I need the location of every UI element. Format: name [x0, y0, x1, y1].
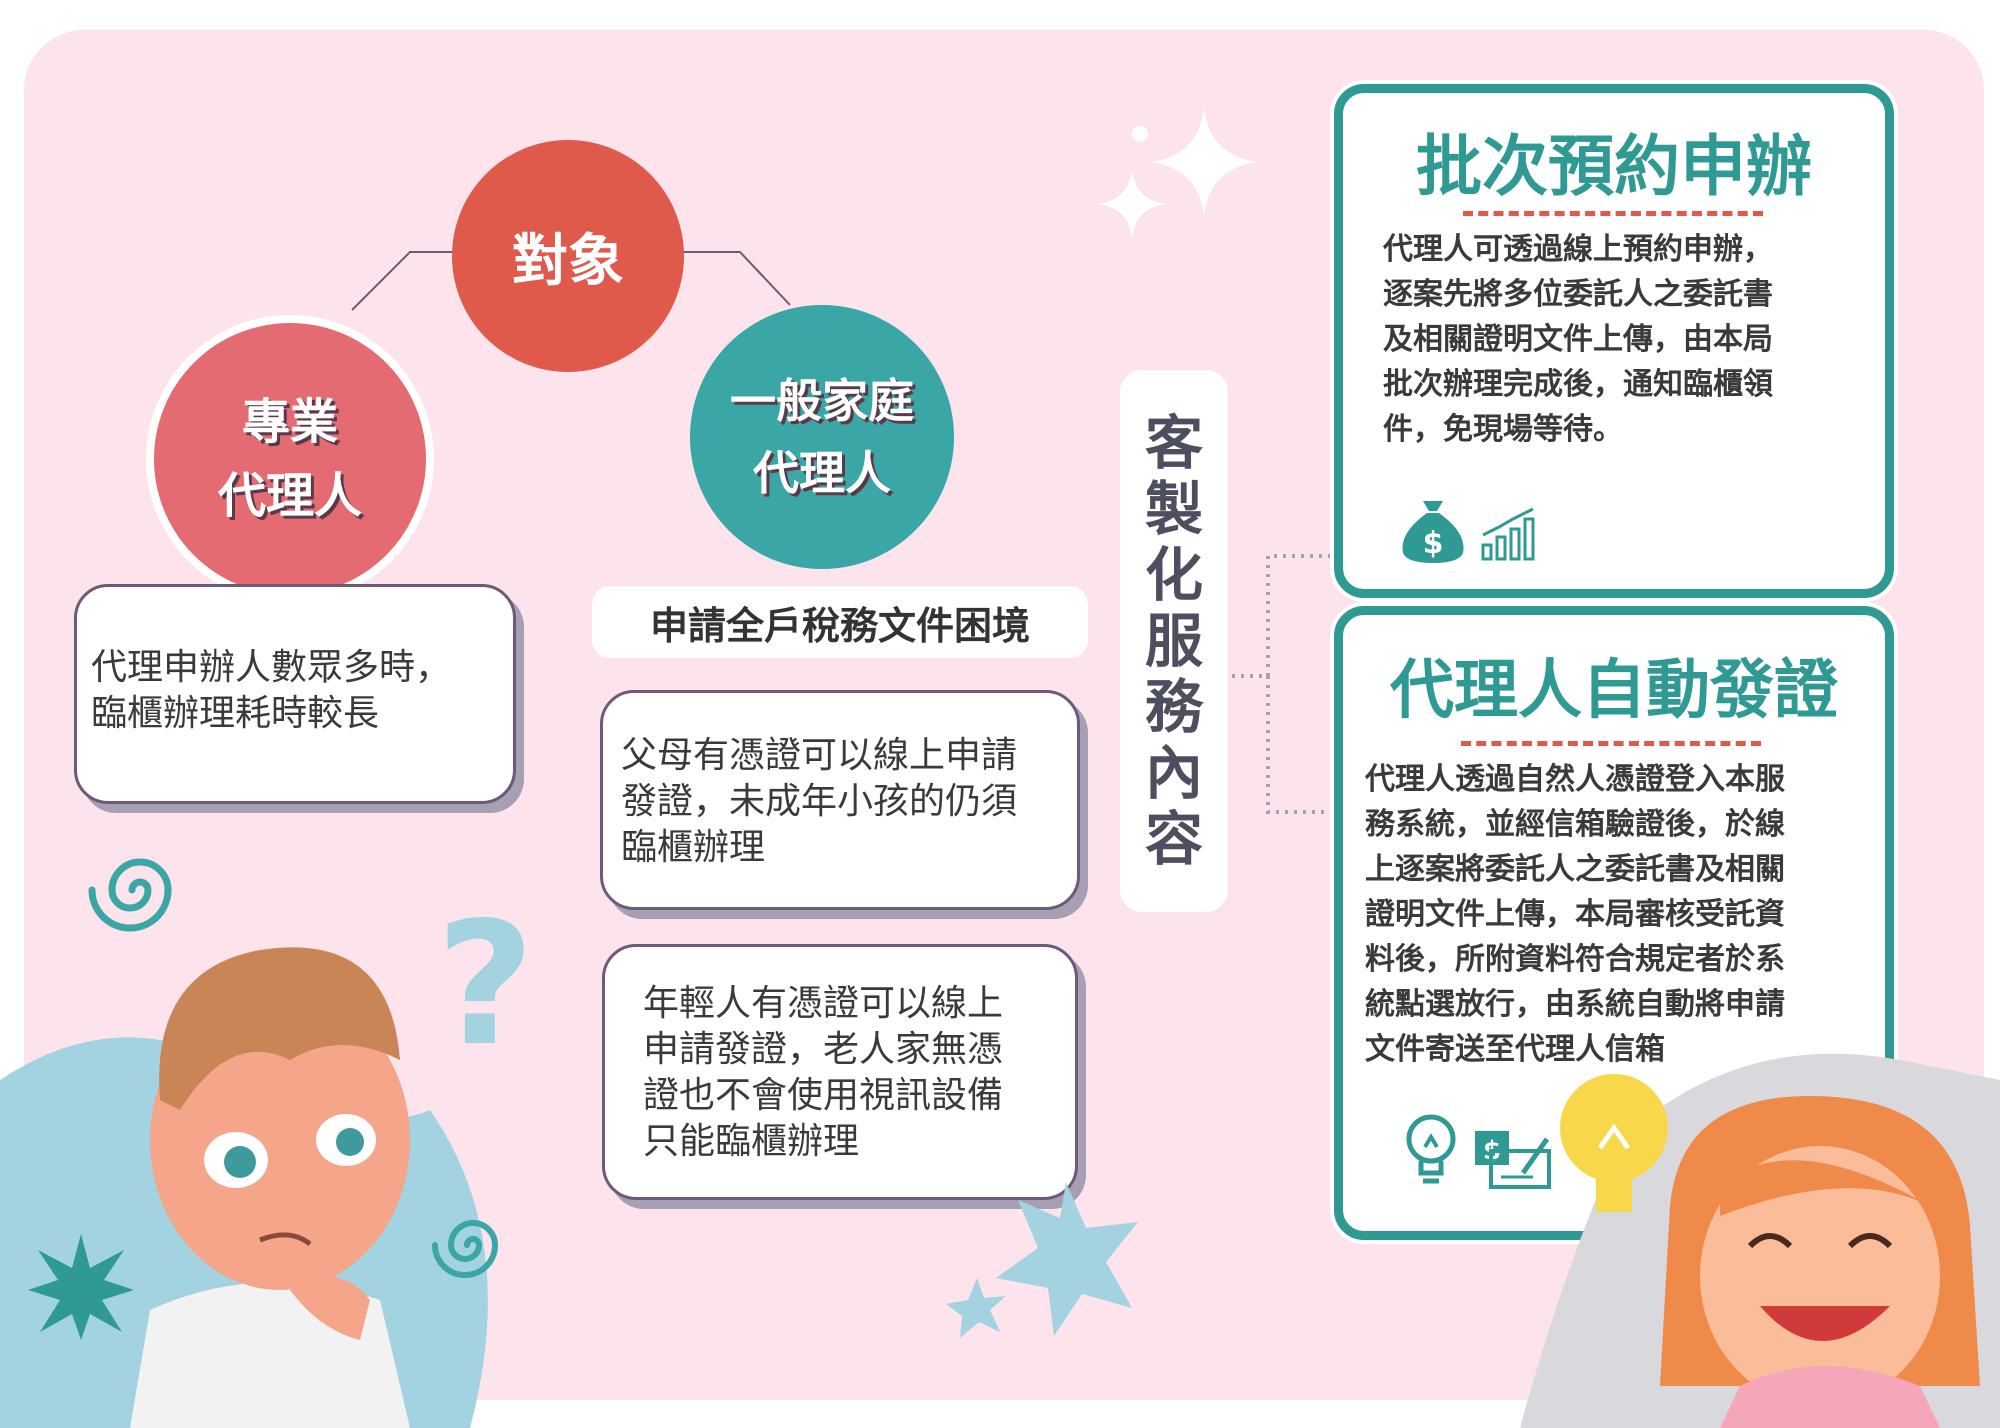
auto-card-line: 代理人透過自然人憑證登入本服 [1365, 762, 1785, 797]
pro-agent-line-1: 專業 [241, 394, 338, 450]
auto-card-line: 統點選放行，由系統自動將申請 [1365, 987, 1785, 1022]
family-problem-1-line-1: 父母有憑證可以線上申請 [621, 735, 1018, 776]
batch-card-line: 及相關證明文件上傳，由本局 [1383, 322, 1773, 357]
blue-star-small-icon [946, 1278, 1006, 1338]
batch-card-divider [1463, 211, 1763, 216]
question-mark-icon: ? [436, 886, 535, 1084]
pro-agent-circle: 專業 代理人 [146, 315, 434, 603]
family-problem-2-line-2: 申請發證，老人家無憑 [643, 1029, 1004, 1070]
starburst-icon [28, 1234, 134, 1340]
connector-family [680, 251, 791, 306]
auto-card-line: 料後，所附資料符合規定者於系 [1365, 942, 1785, 977]
auto-card-divider [1461, 741, 1761, 746]
money-symbol: $ [1423, 526, 1444, 561]
batch-card-title: 批次預約申辦 [1416, 128, 1812, 205]
pro-problem-line-2: 臨櫃辦理耗時較長 [91, 693, 380, 734]
service-title-char: 務 [1144, 673, 1203, 741]
blue-star-icon [996, 1182, 1138, 1336]
auto-card-line: 文件寄送至代理人信箱 [1365, 1032, 1665, 1067]
thinking-boy-illustration [130, 947, 410, 1428]
lightbulb-icon [1406, 1114, 1456, 1184]
target-label: 對象 [512, 228, 624, 294]
family-problem-2-line-4: 只能臨櫃辦理 [643, 1121, 860, 1162]
connector-service-bottom [1266, 676, 1334, 814]
batch-card-line: 代理人可透過線上預約申辦， [1383, 232, 1773, 267]
auto-card-line: 證明文件上傳，本局審核受託資 [1365, 897, 1785, 932]
batch-service-card: 批次預約申辦 代理人可透過線上預約申辦， 逐案先將多位委託人之委託書 及相關證明… [1334, 84, 1894, 598]
yellow-lightbulb-illustration [1560, 1074, 1668, 1212]
service-title-char: 客 [1144, 409, 1203, 477]
auto-card-line: 上逐案將委託人之委託書及相關 [1365, 852, 1785, 887]
family-problem-bubble-2: 年輕人有憑證可以線上 申請發證，老人家無憑 證也不會使用視訊設備 只能臨櫃辦理 [602, 944, 1078, 1200]
pro-agent-line-2: 代理人 [217, 468, 362, 524]
family-agent-circle: 一般家庭 代理人 [690, 305, 954, 569]
batch-card-line: 逐案先將多位委託人之委託書 [1383, 277, 1773, 312]
pro-problem-bubble: 代理申辦人數眾多時， 臨櫃辦理耗時較長 [74, 584, 516, 804]
service-title-char: 化 [1144, 541, 1203, 609]
family-problem-1-line-2: 發證，未成年小孩的仍須 [621, 781, 1018, 822]
service-title: 客 製 化 服 務 內 容 [1120, 370, 1228, 912]
batch-card-line: 件，免現場等待。 [1383, 412, 1623, 447]
happy-girl-illustration [1660, 1096, 1980, 1428]
family-agent-line-2: 代理人 [753, 446, 891, 500]
service-title-char: 內 [1144, 739, 1203, 807]
cheque-icon: $ [1475, 1131, 1551, 1189]
money-bag-icon: $ [1402, 501, 1464, 563]
auto-card-title: 代理人自動發證 [1390, 654, 1838, 728]
swirl-icon [88, 858, 172, 932]
sparkles-icon [1098, 108, 1258, 238]
auto-card-line: 務系統，並經信箱驗證後，於線 [1365, 807, 1785, 842]
swirl-small-icon [432, 1220, 499, 1278]
connector-pro [351, 251, 458, 311]
batch-card-line: 批次辦理完成後，通知臨櫃領 [1383, 367, 1773, 402]
family-header-chip: 申請全戶稅務文件困境 [592, 586, 1088, 658]
family-problem-1-line-3: 臨櫃辦理 [621, 827, 766, 868]
connector-service-top [1232, 554, 1334, 678]
family-problem-2-line-1: 年輕人有憑證可以線上 [643, 983, 1004, 1024]
service-title-char: 容 [1144, 805, 1203, 873]
family-problem-bubble-1: 父母有憑證可以線上申請 發證，未成年小孩的仍須 臨櫃辦理 [600, 690, 1080, 910]
family-problem-2-line-3: 證也不會使用視訊設備 [643, 1075, 1004, 1116]
service-title-char: 製 [1144, 475, 1203, 543]
target-circle: 對象 [452, 140, 684, 372]
pro-problem-line-1: 代理申辦人數眾多時， [91, 647, 452, 688]
service-title-char: 服 [1144, 607, 1203, 675]
bar-chart-icon [1481, 507, 1535, 561]
family-header-label: 申請全戶稅務文件困境 [649, 603, 1030, 648]
family-agent-line-1: 一般家庭 [730, 374, 914, 428]
